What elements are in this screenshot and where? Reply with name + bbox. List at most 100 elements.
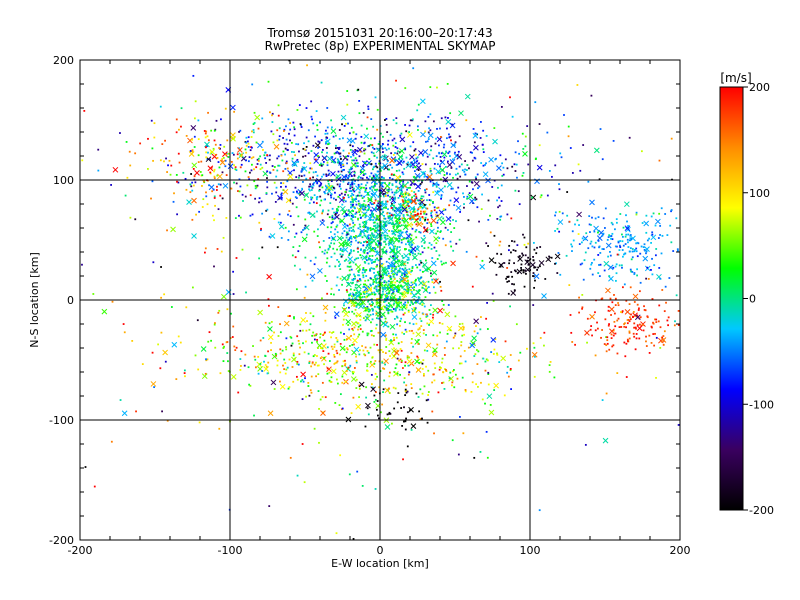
- dot-marker: [464, 360, 467, 363]
- dot-marker: [347, 239, 350, 242]
- dot-marker: [359, 171, 362, 173]
- dot-marker: [382, 192, 385, 195]
- dot-marker: [364, 216, 367, 219]
- dot-marker: [452, 369, 455, 371]
- dot-marker: [313, 354, 316, 356]
- dot-marker: [267, 80, 270, 83]
- dot-marker: [578, 224, 580, 226]
- dot-marker: [608, 275, 611, 277]
- dot-marker: [371, 293, 374, 296]
- dot-marker: [522, 233, 524, 236]
- x-marker: [450, 142, 457, 149]
- dot-marker: [167, 164, 169, 167]
- dot-marker: [358, 112, 361, 115]
- dot-marker: [260, 229, 262, 232]
- dot-marker: [359, 299, 362, 302]
- dot-marker: [365, 296, 368, 299]
- dot-marker: [439, 285, 442, 288]
- dot-marker: [435, 250, 438, 252]
- dot-marker: [245, 159, 247, 162]
- dot-marker: [214, 346, 217, 349]
- x-marker: [455, 205, 462, 211]
- dot-marker: [436, 334, 439, 337]
- dot-marker: [206, 135, 209, 138]
- dot-marker: [403, 288, 406, 291]
- dot-marker: [390, 340, 393, 342]
- x-marker: [200, 346, 207, 352]
- dot-marker: [312, 144, 315, 147]
- x-marker: [411, 314, 418, 320]
- dot-marker: [335, 378, 338, 381]
- dot-marker: [401, 286, 404, 288]
- dot-marker: [352, 281, 354, 284]
- dot-marker: [410, 289, 413, 292]
- dot-marker: [527, 242, 530, 245]
- dot-marker: [473, 456, 476, 459]
- dot-marker: [359, 217, 362, 219]
- x-marker: [350, 376, 357, 382]
- dot-marker: [374, 96, 377, 99]
- dot-marker: [415, 157, 418, 160]
- dot-marker: [375, 265, 378, 268]
- x-marker: [425, 342, 432, 349]
- dot-marker: [357, 250, 359, 253]
- dot-marker: [357, 200, 360, 203]
- dot-marker: [273, 181, 276, 184]
- dot-marker: [361, 177, 364, 180]
- dot-marker: [387, 292, 389, 295]
- dot-marker: [601, 297, 604, 300]
- dot-marker: [316, 124, 319, 127]
- dot-marker: [395, 159, 398, 162]
- dot-marker: [367, 332, 370, 335]
- dot-marker: [259, 339, 262, 342]
- dot-marker: [270, 130, 273, 133]
- dot-marker: [343, 230, 346, 232]
- x-marker: [415, 289, 422, 296]
- y-tick-label: 200: [53, 54, 74, 67]
- dot-marker: [449, 371, 452, 374]
- dot-marker: [493, 389, 496, 391]
- dot-marker: [581, 307, 583, 310]
- dot-marker: [271, 114, 273, 117]
- dot-marker: [401, 424, 404, 427]
- x-marker: [399, 148, 405, 154]
- dot-marker: [423, 204, 426, 206]
- dot-marker: [402, 313, 405, 316]
- dot-marker: [623, 341, 626, 344]
- dot-marker: [395, 336, 398, 339]
- dot-marker: [406, 445, 409, 448]
- dot-marker: [642, 246, 645, 249]
- dot-marker: [463, 350, 466, 352]
- dot-marker: [399, 358, 402, 361]
- dot-marker: [633, 272, 636, 274]
- dot-marker: [536, 269, 539, 271]
- dot-marker: [371, 168, 374, 171]
- dot-marker: [636, 274, 638, 277]
- dot-marker: [164, 360, 167, 363]
- dot-marker: [318, 164, 321, 166]
- dot-marker: [442, 303, 445, 306]
- dot-marker: [312, 331, 315, 334]
- dot-marker: [571, 250, 573, 252]
- x-marker: [343, 311, 349, 318]
- dot-marker: [349, 190, 352, 192]
- x-marker: [322, 304, 329, 311]
- dot-marker: [210, 129, 213, 132]
- x-marker: [441, 151, 448, 158]
- dot-marker: [367, 257, 370, 260]
- x-marker: [101, 308, 108, 315]
- dot-marker: [449, 135, 452, 138]
- dot-marker: [520, 263, 523, 266]
- dot-marker: [507, 375, 510, 378]
- dot-marker: [372, 219, 375, 221]
- dot-marker: [344, 200, 347, 203]
- dot-marker: [370, 209, 372, 212]
- x-marker: [271, 353, 278, 360]
- dot-marker: [423, 173, 426, 176]
- dot-marker: [353, 278, 355, 280]
- dot-marker: [364, 354, 367, 357]
- dot-marker: [382, 351, 384, 353]
- dot-marker: [425, 213, 428, 216]
- dot-marker: [351, 327, 354, 330]
- dot-marker: [397, 342, 400, 345]
